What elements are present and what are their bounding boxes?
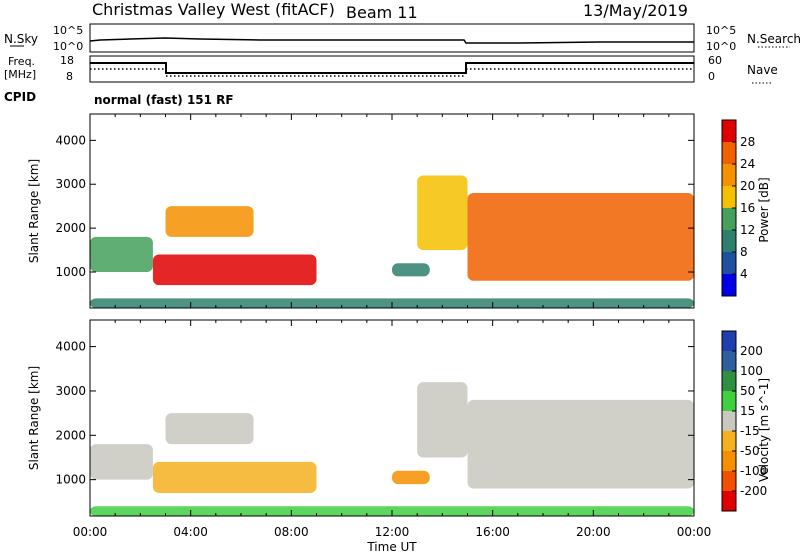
plot-title: Christmas Valley West (fitACF)	[92, 0, 335, 19]
colorbar-tick-label: -100	[740, 464, 767, 478]
power-colorbar-swatch	[722, 252, 736, 274]
velocity-panel: 1000 2000 3000 4000 00:00 04:00 08:00 12:00 16:…	[27, 319, 712, 554]
x-tick-label: 16:00	[475, 525, 510, 539]
velocity-colorbar-swatch	[722, 351, 736, 371]
velocity-region	[417, 382, 468, 458]
colorbar-tick-label: 4	[740, 267, 748, 281]
power-region	[90, 236, 153, 273]
power-region	[392, 263, 430, 277]
colorbar-tick-label: 20	[740, 179, 755, 193]
power-x-ticks	[89, 114, 695, 308]
power-colorbar-swatch	[722, 120, 736, 142]
x-tick-label: 04:00	[173, 525, 208, 539]
freq-label: Freq.	[8, 55, 35, 68]
y-tick-label: 1000	[55, 265, 86, 279]
x-tick-label: 12:00	[375, 525, 410, 539]
y-tick-label: 4000	[55, 340, 86, 354]
x-tick-label: 20:00	[576, 525, 611, 539]
velocity-colorbar-frame	[721, 330, 737, 512]
y-tick-label: 3000	[55, 384, 86, 398]
nave-tick-bottom: 0	[708, 70, 715, 83]
y-tick-label: 4000	[55, 133, 86, 147]
y-tick-label: 3000	[55, 177, 86, 191]
nsky-label: N.Sky	[4, 32, 38, 46]
power-colorbar-swatch	[722, 208, 736, 230]
velocity-colorbar-swatch	[722, 411, 736, 431]
x-axis-label: Time UT	[366, 540, 417, 554]
sky-left-tick-top: 10^5	[53, 24, 83, 37]
sky-right-tick-top: 10^5	[706, 24, 736, 37]
beam-label: Beam 11	[346, 3, 418, 22]
velocity-colorbar-swatch	[722, 491, 736, 511]
power-colorbar-swatch	[722, 186, 736, 208]
power-colorbar-swatch	[722, 164, 736, 186]
y-tick-label: 2000	[55, 221, 86, 235]
power-region	[152, 254, 317, 286]
colorbar-tick-label: 12	[740, 223, 755, 237]
freq-tick-top: 18	[60, 54, 74, 67]
velocity-data-regions	[90, 382, 694, 516]
velocity-colorbar-swatch	[722, 471, 736, 491]
nave-tick-top: 60	[708, 54, 722, 67]
velocity-region	[392, 470, 430, 485]
sky-right-tick-bottom: 10^0	[706, 40, 736, 53]
colorbar-tick-label: 24	[740, 157, 755, 171]
velocity-colorbar-swatch	[722, 431, 736, 451]
colorbar-tick-label: 8	[740, 245, 748, 259]
power-region	[165, 206, 254, 237]
power-y-ticks: 1000 2000 3000 4000	[55, 133, 694, 279]
freq-unit-label: [MHz]	[4, 68, 36, 81]
velocity-region	[165, 413, 254, 445]
power-colorbar: 4 8 12 16 20 24 28	[721, 119, 755, 297]
y-tick-label: 2000	[55, 428, 86, 442]
velocity-region	[467, 399, 694, 489]
power-colorbar-swatch	[722, 142, 736, 164]
colorbar-tick-label: -200	[740, 484, 767, 498]
freq-tick-bottom: 8	[66, 70, 73, 83]
power-colorbar-swatch	[722, 230, 736, 252]
power-region	[417, 175, 468, 251]
date-label: 13/May/2019	[583, 1, 688, 20]
velocity-region	[90, 444, 153, 480]
colorbar-tick-label: 50	[740, 384, 755, 398]
colorbar-tick-label: -15	[740, 424, 760, 438]
colorbar-tick-label: 15	[740, 404, 755, 418]
x-tick-label: 00:00	[677, 525, 712, 539]
velocity-y-axis-label: Slant Range [km]	[27, 366, 41, 470]
power-colorbar-label: Power [dB]	[757, 177, 771, 242]
power-y-axis-label: Slant Range [km]	[27, 159, 41, 263]
velocity-colorbar: 200 100 50 15 -15 -50 -100 -200	[721, 330, 767, 512]
sky-left-tick-bottom: 10^0	[53, 40, 83, 53]
program-label: normal (fast) 151 RF	[94, 93, 234, 107]
colorbar-tick-label: 16	[740, 201, 755, 215]
colorbar-tick-label: 200	[740, 344, 763, 358]
velocity-colorbar-label: Velocity [m s^-1]	[757, 378, 771, 482]
sky-panel-frame	[89, 23, 695, 53]
nave-trace	[90, 68, 694, 77]
nsearch-label: N.Search	[747, 32, 800, 46]
y-tick-label: 1000	[55, 473, 86, 487]
velocity-colorbar-swatch	[722, 451, 736, 471]
x-tick-label: 08:00	[274, 525, 309, 539]
velocity-region	[152, 461, 317, 493]
power-region	[467, 193, 694, 281]
freq-trace	[90, 62, 694, 74]
velocity-colorbar-swatch	[722, 371, 736, 391]
velocity-colorbar-swatch	[722, 331, 736, 351]
x-tick-label: 00:00	[73, 525, 108, 539]
nsky-trace	[89, 37, 694, 44]
colorbar-tick-label: -50	[740, 444, 760, 458]
nave-label: Nave	[747, 63, 778, 77]
cpid-label: CPID	[4, 90, 36, 104]
velocity-colorbar-swatch	[722, 391, 736, 411]
velocity-y-ticks: 1000 2000 3000 4000	[55, 340, 694, 487]
colorbar-tick-label: 28	[740, 135, 755, 149]
power-colorbar-swatch	[722, 274, 736, 296]
colorbar-tick-label: 100	[740, 364, 763, 378]
velocity-x-ticks: 00:00 04:00 08:00 12:00 16:00 20:00 00:00	[73, 320, 712, 539]
power-panel: 1000 2000 3000 4000 Slant Range [km]	[27, 113, 695, 309]
